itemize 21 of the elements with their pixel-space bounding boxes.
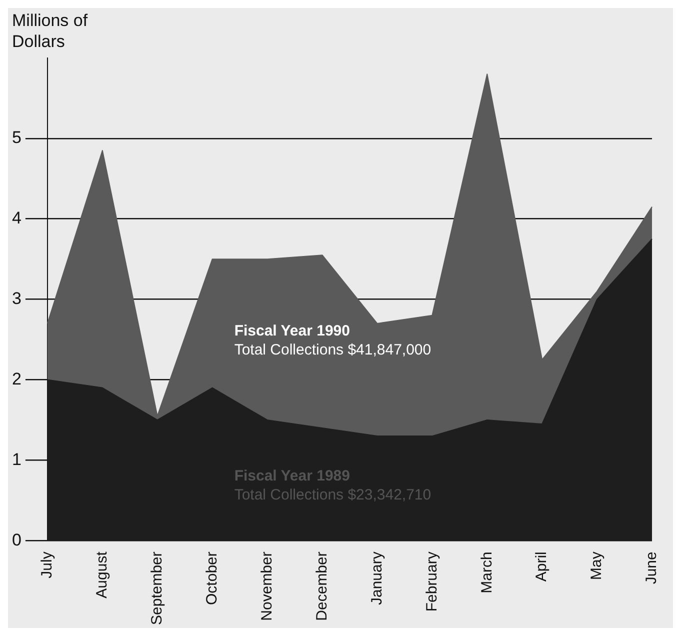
series-label: Fiscal Year 1990 (234, 322, 350, 340)
x-tick-label: November (258, 552, 276, 621)
x-tick-label: August (94, 550, 111, 598)
x-tick-label: December (313, 552, 330, 621)
x-tick-label: September (148, 552, 166, 625)
y-tick-label: 4 (12, 208, 22, 228)
x-tick-label: January (368, 551, 386, 605)
x-tick-label: October (203, 552, 220, 605)
x-tick-label: May (588, 551, 606, 580)
y-tick-label: 3 (12, 289, 22, 308)
y-tick-label: 2 (12, 369, 22, 388)
x-tick-label: June (643, 552, 660, 584)
annotation: Total Collections $41,847,000 (234, 342, 432, 359)
x-tick-label: March (478, 552, 496, 594)
y-axis-title: Millions of Dollars (12, 10, 89, 52)
y-tick-label: 5 (12, 128, 22, 148)
x-tick-label: July (38, 551, 56, 578)
x-tick-label: April (533, 552, 550, 582)
y-tick-label: 0 (12, 530, 22, 550)
y-tick-label: 1 (12, 450, 22, 469)
x-tick-label: February (423, 551, 440, 612)
